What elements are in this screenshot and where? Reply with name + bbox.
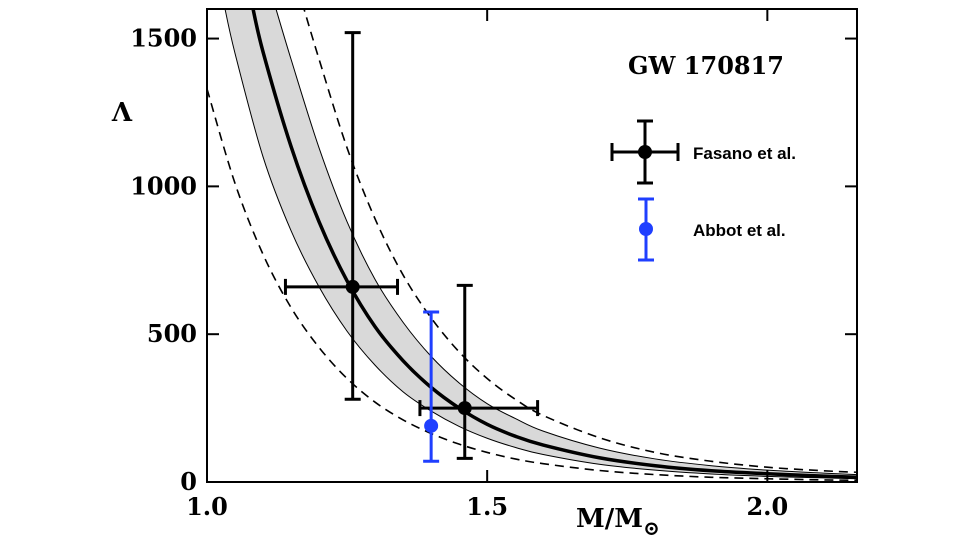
data-point-marker (457, 401, 472, 416)
x-tick-label-2.0: 2.0 (746, 492, 788, 521)
data-point-abbot-0 (423, 310, 440, 463)
legend-marker-fasano (610, 119, 680, 185)
band-upper-edge (275, 9, 857, 476)
y-axis-label: Λ (111, 98, 133, 128)
axis-ticks (206, 9, 857, 483)
x-tick-label-1.5: 1.5 (466, 492, 508, 521)
chart-title: GW 170817 (628, 51, 784, 80)
plot-frame (206, 8, 858, 483)
data-point-fasano-0 (283, 31, 400, 401)
band-lower-edge (224, 9, 857, 480)
dashed-lower-curve (207, 88, 857, 482)
x-tick-label-1.0: 1.0 (186, 492, 228, 521)
data-point-marker (345, 279, 360, 294)
legend: Fasano et al. Abbot et al. (610, 119, 796, 262)
data-point-fasano-1 (418, 283, 540, 460)
y-tick-label-500: 500 (147, 319, 197, 348)
uncertainty-band (225, 9, 857, 479)
y-tick-label-0: 0 (180, 467, 197, 496)
legend-label-fasano: Fasano et al. (693, 144, 796, 163)
dashed-upper-curve (303, 9, 857, 474)
x-axis-label-subscript: ⊙ (643, 516, 660, 540)
x-axis-label: M/M⊙ (576, 504, 660, 540)
y-tick-label-1500: 1500 (130, 24, 197, 53)
y-tick-label-1000: 1000 (130, 171, 197, 200)
legend-marker-abbot (638, 197, 654, 262)
legend-label-abbot: Abbot et al. (693, 221, 786, 240)
x-axis-label-main: M/M (576, 504, 643, 534)
data-point-marker (424, 418, 439, 433)
data-points (283, 31, 540, 463)
